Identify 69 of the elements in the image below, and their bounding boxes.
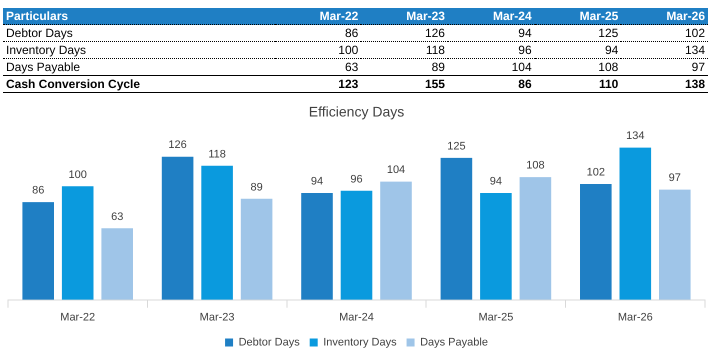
- text: Inventory Days: [3, 42, 275, 58]
- bar: [340, 190, 372, 300]
- bar: [440, 158, 472, 300]
- category-label: Mar-25: [534, 8, 622, 24]
- data-label: 97: [621, 58, 708, 76]
- bar: [62, 186, 94, 300]
- data-label: 100: [68, 168, 87, 181]
- data-label: 125: [534, 24, 622, 42]
- x-tick-label: Mar-26: [618, 311, 653, 324]
- data-label: 134: [621, 42, 708, 58]
- bar: [162, 156, 194, 300]
- data-label: 89: [250, 181, 263, 194]
- text: Days Payable: [3, 58, 275, 76]
- data-label: 102: [586, 166, 605, 178]
- bar: [240, 198, 272, 300]
- data-label: 138: [621, 76, 708, 92]
- bar: [659, 190, 691, 300]
- bar: [480, 193, 512, 300]
- data-label: 89: [361, 58, 448, 76]
- data-label: 97: [668, 172, 681, 184]
- text: Debtor Days: [3, 24, 275, 42]
- data-label: 86: [448, 76, 535, 92]
- data-label: 94: [534, 42, 622, 58]
- category-label: Mar-26: [621, 8, 708, 24]
- data-label: 104: [386, 164, 406, 176]
- x-tick-label: Mar-24: [339, 311, 374, 324]
- data-label: 126: [168, 139, 187, 152]
- data-label: 126: [361, 24, 448, 42]
- data-label: 63: [111, 210, 124, 223]
- data-label: 125: [447, 140, 466, 152]
- data-label: 110: [534, 76, 622, 92]
- data-label: 100: [274, 42, 362, 58]
- data-label: 118: [361, 42, 448, 58]
- category-label: Mar-23: [361, 8, 448, 24]
- bar: [380, 182, 412, 300]
- category-label: Mar-24: [448, 8, 535, 24]
- bar: [301, 193, 333, 300]
- data-label: 123: [274, 76, 362, 92]
- bar: [520, 177, 552, 300]
- legend-label: Inventory Days: [323, 336, 398, 349]
- data-label: 94: [310, 176, 324, 188]
- chart-title: Efficiency Days: [308, 103, 404, 120]
- category-label: Mar-22: [274, 8, 362, 24]
- data-label: 104: [448, 58, 535, 76]
- data-label: 118: [208, 148, 226, 160]
- data-label: 96: [350, 173, 363, 186]
- data-label: 63: [274, 58, 362, 76]
- data-label: 86: [32, 184, 44, 197]
- data-label: 134: [626, 130, 644, 142]
- text: Cash Conversion Cycle: [3, 76, 275, 92]
- data-label: 155: [361, 76, 448, 92]
- data-label: 94: [448, 24, 535, 42]
- x-tick-label: Mar-22: [60, 311, 96, 324]
- data-label: 94: [490, 176, 502, 188]
- data-label: 102: [621, 24, 708, 42]
- bar: [201, 166, 233, 300]
- bar: [620, 148, 652, 300]
- data-label: 108: [526, 160, 545, 172]
- data-label: 96: [448, 42, 535, 58]
- bar: [580, 184, 612, 300]
- legend-label: Debtor Days: [238, 336, 300, 349]
- bar: [22, 202, 54, 300]
- data-label: 86: [274, 24, 362, 42]
- x-tick-label: Mar-25: [478, 311, 514, 324]
- x-tick-label: Mar-23: [200, 311, 235, 324]
- legend-label: Days Payable: [420, 336, 488, 349]
- data-label: 108: [534, 58, 622, 76]
- text: Particulars: [3, 8, 275, 24]
- bar: [101, 228, 133, 300]
